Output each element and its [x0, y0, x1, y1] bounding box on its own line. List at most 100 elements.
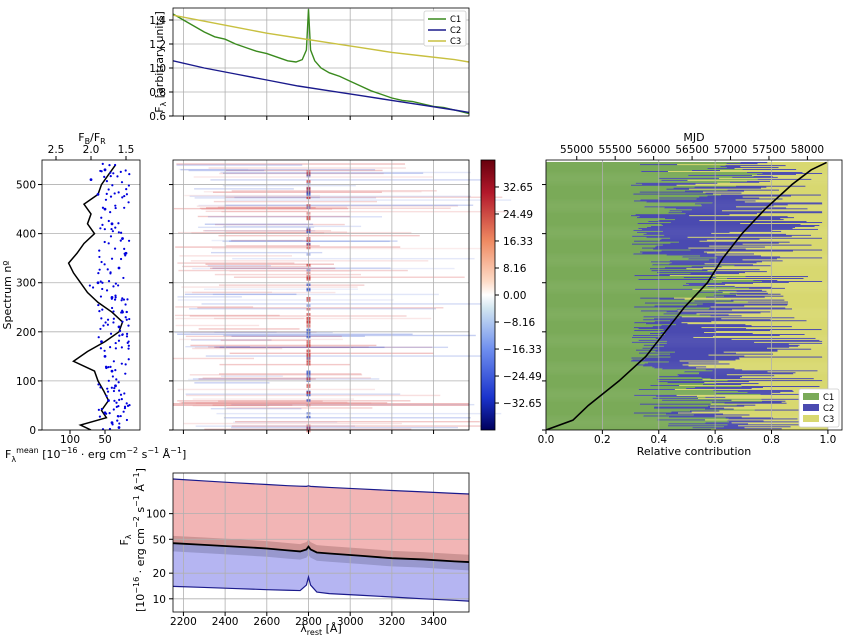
left-top-tick-label: 1.5	[118, 144, 135, 156]
bar-c3	[704, 263, 828, 265]
bar-c1	[546, 354, 658, 356]
residual-streak	[220, 339, 311, 342]
bar-c2	[656, 395, 698, 397]
bar-c2	[643, 365, 689, 367]
residual-streak	[210, 267, 336, 270]
bar-c2	[670, 221, 823, 224]
residual-streak	[217, 206, 348, 208]
bar-c2	[661, 238, 760, 240]
bar-c3	[777, 279, 828, 281]
flux-ratio-point	[113, 387, 116, 390]
left-ytick-label: 200	[16, 327, 36, 339]
bar-c2	[654, 305, 745, 307]
bar-c1	[546, 234, 665, 236]
bar-c2	[710, 377, 814, 380]
bar-c1	[546, 170, 642, 172]
bar-c2	[718, 289, 763, 291]
bar-c3	[740, 222, 828, 225]
bar-c3	[741, 315, 828, 317]
bar-c3	[811, 234, 828, 236]
bar-c3	[772, 229, 828, 231]
flux-ratio-point	[114, 347, 117, 350]
flux-ratio-point	[122, 410, 125, 413]
bar-c3	[784, 299, 828, 301]
bar-c3	[731, 338, 828, 340]
bar-c3	[788, 281, 828, 283]
bar-c2	[753, 279, 778, 281]
bar-c1	[546, 278, 639, 280]
bar-c2	[655, 246, 765, 248]
bar-c3	[788, 301, 828, 303]
flux-ratio-point	[103, 240, 106, 244]
residual-streak	[174, 331, 333, 334]
residual-streak	[220, 375, 283, 377]
bar-c2	[641, 247, 689, 249]
bar-c1	[546, 381, 668, 384]
flux-ratio-point	[101, 162, 104, 165]
right-x-ticks: 0.0 0.2 0.4 0.6 0.8 1.0	[538, 184, 836, 446]
bar-c2	[696, 304, 788, 306]
right-xtick-label: 0.6	[707, 434, 724, 446]
bar-c1	[546, 192, 706, 194]
bar-c1	[546, 250, 662, 252]
residual-streak	[180, 169, 376, 171]
bar-c1	[546, 223, 662, 225]
flux-ratio-point	[103, 228, 106, 231]
residual-streak	[188, 169, 265, 172]
bar-c1	[546, 368, 663, 370]
bar-c3	[791, 325, 828, 328]
top-ytick-label: 1.0	[149, 63, 166, 75]
bar-c3	[726, 374, 828, 376]
flux-ratio-point	[114, 296, 117, 299]
bar-c1	[546, 373, 699, 375]
bar-c1	[546, 255, 701, 257]
bar-c1	[546, 372, 700, 374]
bar-c1	[546, 171, 747, 173]
flux-ratio-point	[110, 306, 114, 310]
residual-streak	[178, 168, 249, 171]
bar-c3	[806, 220, 828, 223]
bar-c2	[638, 388, 675, 390]
bar-c1	[546, 183, 643, 185]
bar-c1	[546, 337, 656, 339]
bar-c2	[676, 208, 808, 210]
bar-c2	[670, 237, 823, 239]
bar-c1	[546, 256, 683, 258]
top-series-c1	[173, 9, 469, 115]
bar-c2	[660, 338, 732, 340]
bar-c3	[780, 256, 828, 258]
bar-c3	[757, 213, 828, 215]
bar-c1	[546, 271, 657, 274]
bar-c2	[729, 292, 768, 294]
bar-c2	[658, 380, 749, 383]
bar-c2	[661, 179, 688, 181]
bar-c3	[782, 198, 828, 200]
bar-c1	[546, 176, 733, 178]
bar-c1	[546, 403, 640, 405]
bar-c1	[546, 212, 669, 214]
bar-c3	[752, 264, 828, 266]
bar-c3	[691, 411, 828, 413]
bar-c2	[658, 273, 716, 276]
bar-c1	[546, 358, 645, 360]
top-series-c3	[173, 14, 469, 63]
bar-c1	[546, 336, 632, 338]
bar-c1	[546, 287, 749, 289]
bar-c2	[642, 347, 767, 349]
residual-streak	[194, 197, 377, 199]
right-xlabel: Relative contribution	[637, 445, 752, 458]
bar-c1	[546, 231, 637, 233]
left-top-ticks: 2.5 2.0 1.5	[48, 144, 135, 160]
bar-c3	[729, 231, 828, 233]
residual-streak	[207, 216, 383, 218]
bar-c3	[818, 228, 828, 230]
flux-ratio-point	[106, 387, 109, 390]
bar-c1	[546, 210, 670, 212]
bar-c2	[708, 308, 793, 310]
bar-c1	[546, 404, 737, 406]
bar-c2	[712, 370, 818, 372]
bar-c2	[650, 261, 763, 263]
flux-ratio-point	[118, 329, 122, 332]
residual-streak	[229, 270, 352, 272]
